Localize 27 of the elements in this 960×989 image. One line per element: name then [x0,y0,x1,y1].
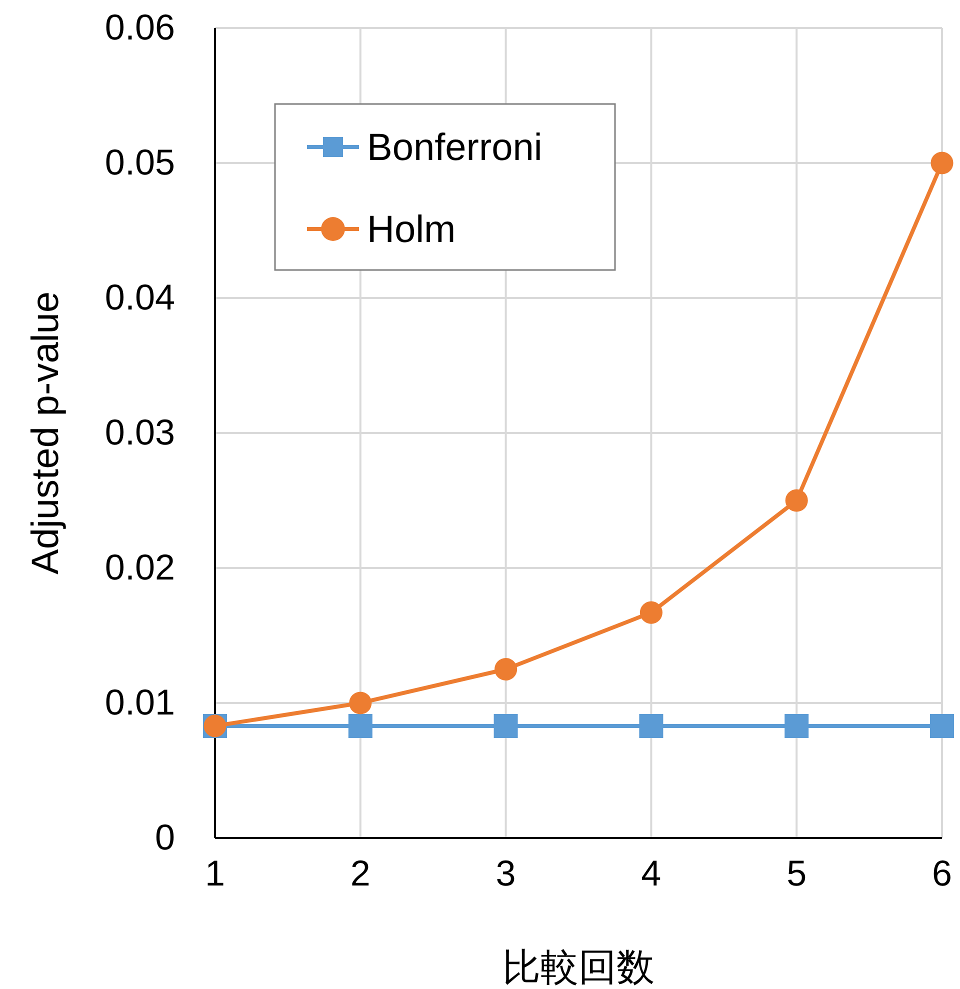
point [349,692,372,714]
point [639,714,664,738]
y-tick-label: 0.04 [104,276,175,318]
legend-label: Holm [367,209,456,251]
y-tick-label: 0.06 [104,6,175,48]
point [494,658,518,681]
point [348,714,372,738]
point [640,601,662,624]
y-tick-label: 0.01 [104,682,175,723]
point [785,489,808,512]
point [494,714,518,738]
x-tick-label: 4 [641,852,662,894]
y-tick-label: 0 [154,816,175,858]
x-tick-label: 6 [932,852,952,894]
x-tick-label: 1 [204,852,226,894]
x-tick-label: 3 [496,852,516,894]
point [930,714,954,738]
legend-label: Bonferroni [367,127,542,169]
point [930,152,954,174]
x-tick-label: 5 [786,852,807,894]
y-tick-label: 0.03 [104,412,175,453]
y-tick-label: 0.05 [104,142,175,183]
y-tick-label: 0.02 [104,546,175,588]
y-axis-title: Adjusted p-value [25,291,67,575]
x-axis-title: 比較回数 [502,947,654,989]
point [784,714,809,738]
x-tick-label: 2 [350,852,370,894]
